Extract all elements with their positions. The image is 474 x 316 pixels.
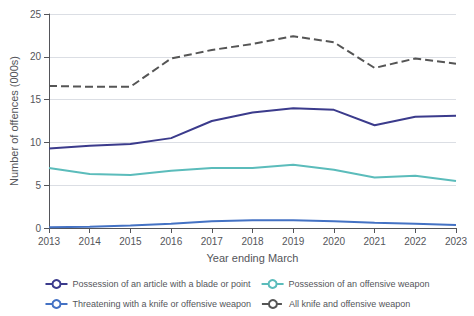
svg-text:10: 10 [30,137,42,148]
svg-text:2021: 2021 [363,236,386,247]
svg-text:0: 0 [35,223,41,234]
svg-text:2020: 2020 [323,236,346,247]
svg-text:2016: 2016 [160,236,183,247]
svg-text:Threatening with a knife or of: Threatening with a knife or offensive we… [72,299,250,309]
svg-text:5: 5 [35,180,41,191]
svg-text:Possession of an offensive wea: Possession of an offensive weapon [289,279,430,289]
svg-text:2023: 2023 [445,236,468,247]
svg-text:2019: 2019 [282,236,305,247]
svg-text:20: 20 [30,51,42,62]
svg-text:2017: 2017 [201,236,224,247]
svg-text:Possession of an article with: Possession of an article with a blade or… [72,279,251,289]
svg-text:2015: 2015 [119,236,142,247]
svg-text:Number of offences (000s): Number of offences (000s) [8,56,20,186]
svg-text:15: 15 [30,94,42,105]
svg-text:Year ending March: Year ending March [207,252,299,264]
svg-text:2014: 2014 [79,236,102,247]
svg-text:25: 25 [30,9,42,20]
svg-text:2018: 2018 [241,236,264,247]
svg-text:2013: 2013 [38,236,61,247]
svg-text:2022: 2022 [404,236,427,247]
svg-text:All knife and offensive weapon: All knife and offensive weapon [289,299,410,309]
